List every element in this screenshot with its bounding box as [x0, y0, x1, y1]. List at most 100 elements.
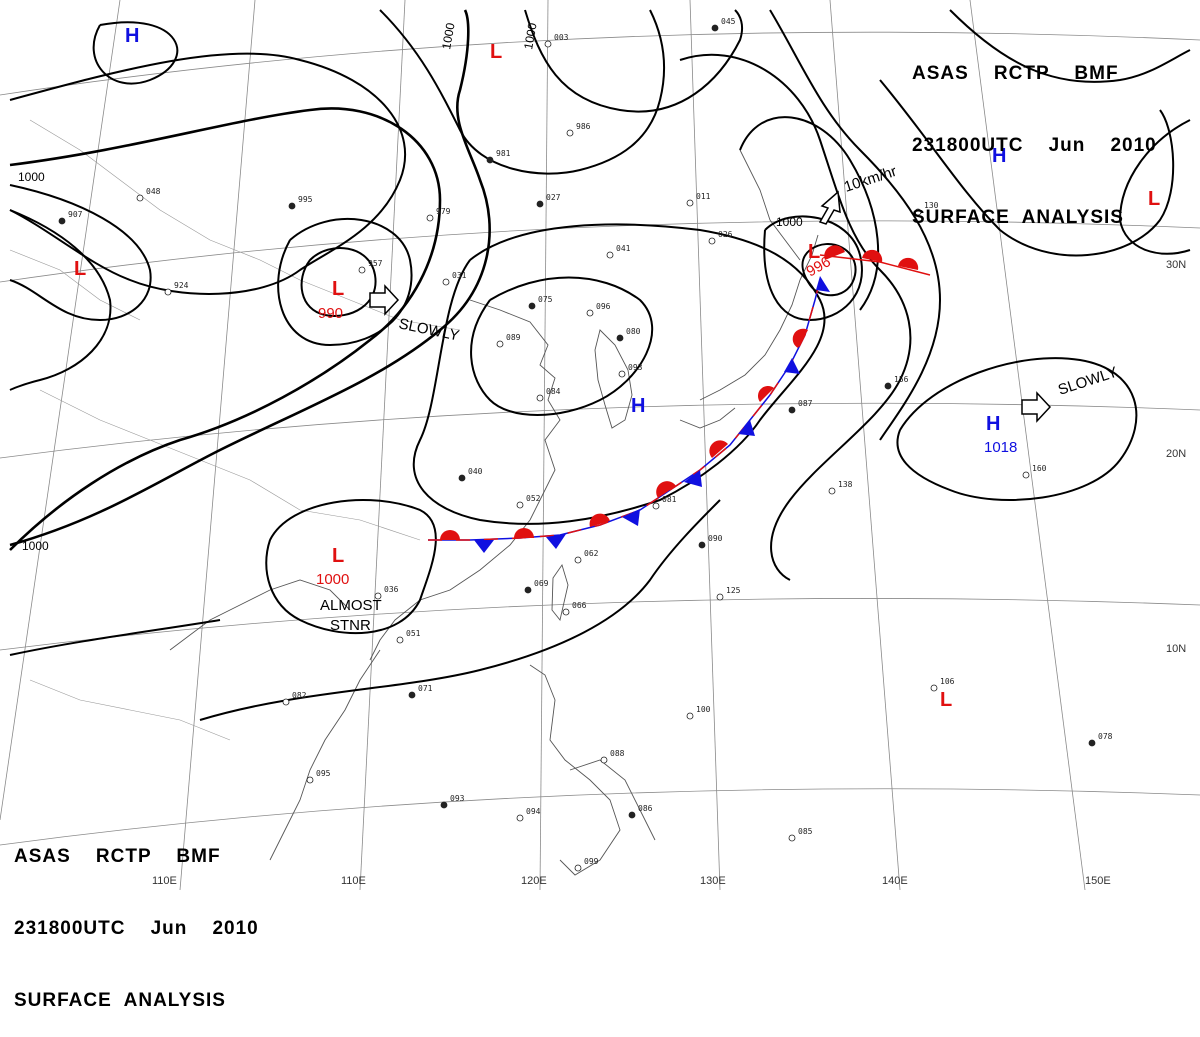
station-marker — [698, 541, 706, 549]
isobar-label: 1000 — [521, 21, 539, 50]
low-center-se: L — [940, 689, 952, 711]
station-pressure: 084 — [546, 387, 561, 396]
station-pressure: 041 — [616, 244, 631, 253]
station-marker — [306, 776, 314, 784]
station-pressure: 040 — [468, 467, 483, 476]
station-pressure: 106 — [940, 677, 955, 686]
station-pressure: 062 — [584, 549, 599, 558]
station-marker — [600, 756, 608, 764]
station-pressure: 986 — [576, 122, 591, 131]
arrow-northeast-icon — [818, 190, 841, 225]
station-marker — [516, 501, 524, 509]
station-pressure: 096 — [596, 302, 611, 311]
station-pressure: 071 — [418, 684, 433, 693]
station-marker — [358, 266, 366, 274]
arrow-right-icon — [1021, 391, 1052, 423]
station-pressure: 052 — [526, 494, 541, 503]
low-center-1000: L — [332, 545, 344, 567]
station-pressure: 088 — [610, 749, 625, 758]
station-marker — [828, 487, 836, 495]
header-top-right: ASAS RCTP BMF 231800UTC Jun 2010 SURFACE… — [912, 14, 1157, 254]
station-pressure: 907 — [68, 210, 83, 219]
station-marker — [486, 156, 494, 164]
station-pressure: 026 — [718, 230, 733, 239]
station-marker — [408, 691, 416, 699]
almost-label: ALMOST — [320, 597, 382, 614]
low-center-w: L — [74, 258, 86, 280]
header-line-3: SURFACE ANALYSIS — [14, 990, 226, 1011]
station-marker — [536, 200, 544, 208]
low-center-996: L — [808, 241, 820, 263]
station-marker — [396, 636, 404, 644]
station-pressure: 093 — [450, 794, 465, 803]
graticule-labels: 110E 110E 120E 130E 140E 150E 30N 20N 10… — [152, 259, 1186, 887]
station-pressure: 066 — [572, 601, 587, 610]
station-marker — [536, 394, 544, 402]
station-marker — [574, 864, 582, 872]
station-marker — [496, 340, 504, 348]
station-marker — [574, 556, 582, 564]
header-bottom-left: ASAS RCTP BMF 231800UTC Jun 2010 SURFACE… — [14, 797, 259, 1037]
lat-label-30n: 30N — [1166, 259, 1186, 271]
station-pressure: 051 — [406, 629, 421, 638]
station-pressure: 003 — [554, 33, 569, 42]
station-pressure: 075 — [538, 295, 553, 304]
station-marker — [716, 593, 724, 601]
station-marker — [884, 382, 892, 390]
low-center-ne: L — [1148, 188, 1160, 210]
station-pressure: 085 — [798, 827, 813, 836]
lon-label-110e-b: 110E — [341, 875, 366, 887]
header-line-2: 231800UTC Jun 2010 — [912, 135, 1157, 156]
low-pressure-990: 990 — [318, 305, 343, 322]
station-marker — [586, 309, 594, 317]
station-pressure: 100 — [696, 705, 711, 714]
warm-front-marks — [440, 245, 919, 540]
stationary-front — [428, 245, 931, 553]
station-pressure: 981 — [496, 149, 511, 158]
header-line-1: ASAS RCTP BMF — [912, 63, 1119, 84]
low-center-990: L — [332, 278, 344, 300]
station-pressure: 099 — [584, 857, 599, 866]
station-pressure: 156 — [894, 375, 909, 384]
station-pressure: 011 — [696, 192, 711, 201]
low-pressure-1000: 1000 — [316, 571, 349, 588]
station-pressure: 069 — [534, 579, 549, 588]
station-pressure: 093 — [628, 363, 643, 372]
lon-label-110e: 110E — [152, 875, 177, 887]
station-pressure: 130 — [924, 201, 939, 210]
pressure-systems: H L L 990 L L 996 H L H H 1018 L 1000 L — [74, 25, 1160, 711]
station-pressure: 027 — [546, 193, 561, 202]
station-pressure: 081 — [662, 495, 677, 504]
station-pressure: 160 — [1032, 464, 1047, 473]
station-marker — [1022, 471, 1030, 479]
surface-analysis-map: 110E 110E 120E 130E 140E 150E 30N 20N 10… — [0, 0, 1200, 891]
station-marker — [708, 237, 716, 245]
station-pressure: 086 — [638, 804, 653, 813]
isobar-label: 1000 — [776, 215, 803, 229]
station-marker — [606, 251, 614, 259]
station-marker — [562, 608, 570, 616]
arrow-right-icon — [369, 284, 400, 316]
station-pressure: 089 — [506, 333, 521, 342]
station-marker — [440, 801, 448, 809]
station-pressure: 082 — [292, 691, 307, 700]
station-marker — [652, 502, 660, 510]
stnr-label: STNR — [330, 617, 371, 634]
station-pressure: 045 — [721, 17, 736, 26]
station-pressure: 924 — [174, 281, 189, 290]
station-pressure: 979 — [436, 207, 451, 216]
station-marker — [788, 834, 796, 842]
isobars — [9, 9, 1191, 721]
station-marker — [528, 302, 536, 310]
station-marker — [686, 199, 694, 207]
lon-label-150e: 150E — [1085, 875, 1111, 887]
station-plots: 981 986 979 995 957 924 907 048 003 045 011 026 027 0… — [58, 17, 1113, 872]
isobar-label: 1000 — [22, 539, 49, 553]
station-marker — [282, 698, 290, 706]
station-pressure: 048 — [146, 187, 161, 196]
high-pressure-1018: 1018 — [984, 439, 1017, 456]
station-marker — [628, 811, 636, 819]
station-marker — [136, 194, 144, 202]
station-marker — [458, 474, 466, 482]
station-marker — [58, 217, 66, 225]
